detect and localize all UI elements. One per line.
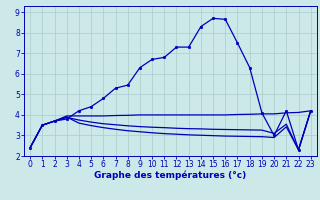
X-axis label: Graphe des températures (°c): Graphe des températures (°c) [94, 171, 246, 180]
